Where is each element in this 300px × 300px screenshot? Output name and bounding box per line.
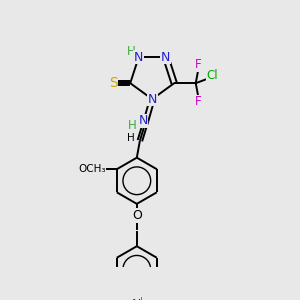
Text: O: O [132, 209, 142, 222]
Text: N: N [161, 51, 170, 64]
Text: +: + [137, 296, 144, 300]
Text: H: H [128, 119, 136, 132]
Text: F: F [195, 58, 201, 71]
Text: N: N [132, 298, 142, 300]
Text: OCH₃: OCH₃ [78, 164, 106, 174]
Text: N: N [148, 93, 157, 106]
Text: S: S [109, 76, 118, 90]
Text: Cl: Cl [207, 69, 218, 82]
Text: H: H [127, 133, 134, 142]
Text: N: N [138, 114, 148, 127]
Text: H: H [127, 45, 135, 58]
Text: N: N [134, 51, 143, 64]
Text: F: F [195, 95, 201, 108]
